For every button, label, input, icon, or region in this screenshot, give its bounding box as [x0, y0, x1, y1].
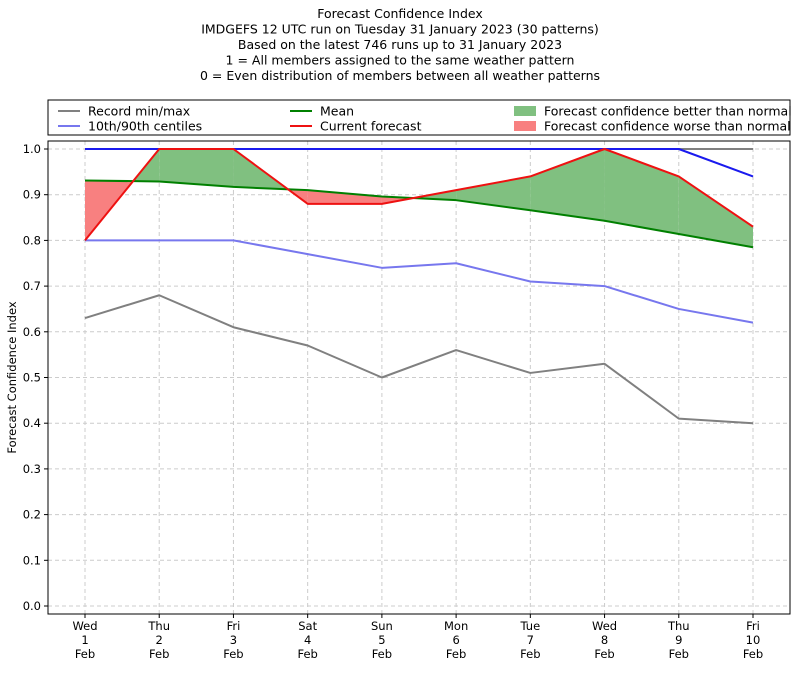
x-tick-label: Thu [147, 619, 170, 633]
series-record-min [84, 294, 754, 425]
x-tick-label: Wed [592, 619, 617, 633]
fill-better-than-normal [678, 176, 753, 248]
y-tick-label: 0.1 [23, 553, 41, 567]
y-tick-label: 0.7 [23, 279, 41, 293]
x-tick-label: Thu [667, 619, 690, 633]
legend-label-current: Current forecast [320, 119, 422, 134]
fill-worse-than-normal [307, 190, 382, 204]
title-line: 0 = Even distribution of members between… [200, 68, 600, 83]
fill-better-than-normal [159, 149, 234, 187]
legend-label-worse: Forecast confidence worse than normal [544, 119, 791, 134]
legend-swatch-better [514, 106, 536, 116]
y-tick-label: 0.4 [23, 416, 41, 430]
x-tick-label: Feb [743, 647, 763, 661]
legend-label-record: Record min/max [88, 104, 190, 119]
legend-box [47, 99, 791, 136]
x-tick-label: 9 [675, 633, 682, 647]
x-tick-label: 10 [746, 633, 761, 647]
x-tick-label: Feb [520, 647, 540, 661]
x-tick-label: Sat [298, 619, 317, 633]
legend-label-centiles: 10th/90th centiles [88, 119, 202, 134]
x-tick-label: 6 [452, 633, 459, 647]
series-p10 [85, 239, 754, 324]
x-tick-label: Feb [446, 647, 466, 661]
y-tick-label: 0.5 [23, 371, 41, 385]
y-tick-label: 0.0 [23, 599, 41, 613]
x-tick-label: 3 [230, 633, 237, 647]
x-tick-label: 1 [81, 633, 88, 647]
y-tick-label: 0.3 [23, 462, 41, 476]
x-tick-label: 2 [156, 633, 163, 647]
y-tick-label: 0.6 [23, 325, 41, 339]
x-tick-label: Fri [227, 619, 241, 633]
y-axis-label: Forecast Confidence Index [5, 301, 19, 453]
x-tick-label: Mon [444, 619, 468, 633]
x-tick-label: Sun [371, 619, 393, 633]
x-tick-label: Feb [372, 647, 392, 661]
legend-label-mean: Mean [320, 104, 354, 119]
x-tick-label: 4 [304, 633, 311, 647]
series-current-forecast [84, 148, 754, 242]
y-tick-label: 0.8 [23, 233, 41, 247]
fill-better-than-normal [530, 149, 605, 221]
x-tick-label: Feb [669, 647, 689, 661]
x-tick-label: Feb [223, 647, 243, 661]
x-tick-label: 8 [601, 633, 608, 647]
title-line: IMDGEFS 12 UTC run on Tuesday 31 January… [201, 22, 599, 37]
x-tick-label: Wed [72, 619, 97, 633]
plot-area: 0.00.10.20.30.40.50.60.70.80.91.0Wed1Feb… [23, 140, 791, 661]
x-tick-label: Feb [297, 647, 317, 661]
legend-label-better: Forecast confidence better than normal [544, 104, 792, 119]
x-tick-label: 7 [527, 633, 534, 647]
x-tick-label: Feb [75, 647, 95, 661]
x-tick-label: Feb [149, 647, 169, 661]
title-line: 1 = All members assigned to the same wea… [226, 53, 575, 68]
title-line: Forecast Confidence Index [317, 6, 483, 21]
title-line: Based on the latest 746 runs up to 31 Ja… [238, 37, 562, 52]
x-tick-label: 5 [378, 633, 385, 647]
series-mean [84, 179, 754, 249]
x-tick-label: Fri [746, 619, 760, 633]
y-tick-label: 0.2 [23, 508, 41, 522]
x-tick-label: Tue [520, 619, 541, 633]
x-tick-label: Feb [594, 647, 614, 661]
y-tick-label: 1.0 [23, 142, 41, 156]
legend-swatch-worse [514, 121, 536, 131]
y-tick-label: 0.9 [23, 188, 41, 202]
